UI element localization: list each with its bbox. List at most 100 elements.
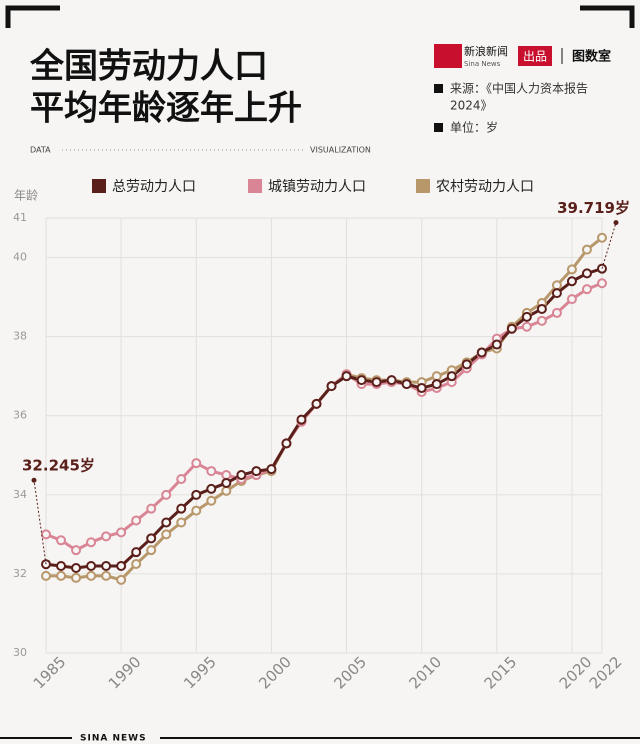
- data-point: [221, 470, 232, 481]
- data-point: [101, 531, 112, 542]
- data-point: [176, 517, 187, 528]
- legend-label: 总劳动力人口: [112, 179, 196, 195]
- data-point: [416, 383, 427, 394]
- data-point: [146, 545, 157, 556]
- y-tick-label: 30: [13, 646, 27, 659]
- corner: [580, 5, 635, 28]
- data-point: [521, 321, 532, 332]
- data-point: [56, 535, 67, 546]
- data-point: [146, 503, 157, 514]
- data-point: [146, 533, 157, 544]
- data-point: [101, 561, 112, 571]
- data-point: [551, 288, 562, 299]
- data-point: [506, 323, 517, 334]
- annotation-dot: [31, 477, 37, 483]
- data-point: [401, 379, 412, 390]
- data-point: [116, 574, 127, 585]
- legend-label: 农村劳动力人口: [436, 179, 534, 195]
- data-point: [191, 489, 202, 500]
- badge: 出品: [523, 50, 547, 64]
- data-point: [311, 398, 322, 409]
- data-point: [521, 311, 532, 322]
- data-point: [176, 474, 187, 484]
- data-point: [581, 244, 592, 255]
- data-point: [581, 284, 592, 295]
- value-label: 32.245岁: [22, 457, 95, 475]
- data-point: [566, 294, 577, 305]
- y-tick-label: 41: [13, 211, 27, 224]
- data-point: [536, 315, 547, 326]
- y-tick-label: 36: [13, 409, 27, 422]
- studio: 图数室: [572, 49, 611, 65]
- bullet: [434, 123, 443, 132]
- data-point: [161, 489, 172, 500]
- data-point: [131, 547, 142, 558]
- data-point: [431, 371, 442, 382]
- data-point: [566, 264, 577, 275]
- data-point: [597, 232, 607, 243]
- data-point: [161, 517, 172, 528]
- data-point: [71, 545, 82, 556]
- data-point: [191, 505, 202, 516]
- data-point: [56, 561, 67, 571]
- band-left: DATA: [30, 146, 51, 155]
- data-point: [116, 527, 127, 538]
- data-point: [341, 371, 352, 382]
- bullet: [434, 84, 443, 93]
- y-tick-label: 38: [13, 330, 27, 343]
- data-point: [431, 379, 442, 390]
- value-label: 39.719岁: [557, 199, 630, 217]
- data-point: [206, 466, 217, 477]
- data-point: [476, 347, 487, 358]
- data-point: [206, 495, 217, 506]
- brand-name: 新浪新闻: [464, 44, 508, 58]
- y-axis-label: 年龄: [14, 189, 38, 203]
- data-point: [356, 375, 367, 386]
- annotation-dot: [613, 220, 619, 226]
- legend-swatch: [416, 179, 430, 193]
- data-point: [221, 477, 232, 488]
- data-point: [206, 483, 217, 494]
- y-tick-label: 40: [13, 251, 27, 264]
- data-point: [116, 561, 127, 571]
- data-point: [41, 529, 51, 540]
- data-point: [266, 464, 277, 475]
- data-point: [86, 537, 97, 548]
- data-point: [71, 572, 82, 583]
- data-point: [86, 561, 97, 571]
- data-point: [131, 559, 142, 570]
- data-point: [536, 303, 547, 314]
- legend-label: 城镇劳动力人口: [268, 179, 366, 195]
- annotation-line: [601, 222, 617, 269]
- legend-swatch: [92, 179, 106, 193]
- band-right: VISUALIZATION: [310, 146, 371, 155]
- data-point: [281, 438, 292, 449]
- source: 2024》: [450, 99, 493, 113]
- legend-swatch: [248, 179, 262, 193]
- data-point: [597, 278, 607, 289]
- data-point: [551, 307, 562, 318]
- data-point: [71, 562, 82, 573]
- data-point: [551, 280, 562, 291]
- chart-title: 全国劳动力人口: [29, 47, 268, 87]
- data-point: [326, 381, 337, 392]
- data-point: [41, 570, 51, 581]
- data-point: [176, 503, 187, 514]
- data-point: [296, 414, 307, 425]
- data-point: [461, 359, 472, 370]
- data-point: [566, 276, 577, 287]
- data-point: [491, 339, 502, 350]
- data-point: [86, 570, 97, 581]
- data-point: [221, 485, 232, 496]
- data-point: [101, 570, 112, 581]
- corner: [5, 5, 60, 28]
- source: 来源：《中国人力资本报告: [450, 81, 588, 96]
- data-point: [581, 268, 592, 279]
- data-point: [371, 377, 382, 388]
- data-point: [56, 570, 67, 581]
- data-point: [236, 470, 247, 481]
- data-point: [251, 466, 262, 477]
- data-point: [446, 371, 457, 382]
